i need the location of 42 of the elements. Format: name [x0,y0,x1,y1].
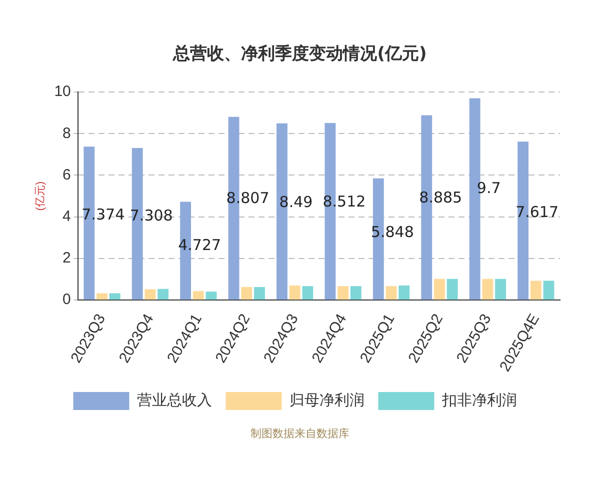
bar [158,288,169,300]
bar [144,289,156,300]
bar [241,286,252,300]
data-label: 8.49 [279,192,313,211]
bar [495,278,506,300]
data-label: 7.617 [516,202,559,221]
data-label: 7.308 [130,206,173,224]
bar [386,286,397,300]
data-label: 8.512 [322,192,366,211]
bar [302,286,314,300]
y-axis-title: (亿元) [34,181,47,211]
data-label: 7.374 [82,206,125,224]
legend-label: 扣非净利润 [440,392,517,410]
bar [543,280,554,300]
chart-title: 总营收、净利季度变动情况(亿元) [172,43,428,65]
bar [398,286,410,300]
bar [109,293,120,300]
bar [482,278,494,300]
data-label: 8.807 [226,189,270,208]
bar [350,286,362,300]
bar [530,280,542,300]
bar [338,286,349,300]
bar [206,292,217,300]
y-tick-label: 10 [54,83,71,100]
legend-label: 营业总收入 [136,392,212,410]
bar [254,286,265,300]
bar [192,291,204,300]
data-label: 8.885 [419,188,462,206]
bar [289,286,300,300]
bar [446,278,458,300]
y-tick-label: 2 [62,250,71,267]
data-label: 5.848 [370,223,414,242]
data-label: 9.7 [476,178,501,197]
y-tick-label: 0 [62,291,71,308]
y-tick-label: 6 [62,166,71,184]
bar [96,293,108,300]
data-label: 4.727 [178,236,222,254]
y-tick-label: 4 [62,208,71,226]
text: 制图数据来自数据库 [250,426,350,441]
y-tick-label: 8 [62,124,71,142]
legend-label: 归母净利润 [289,392,364,410]
bar [434,278,445,300]
